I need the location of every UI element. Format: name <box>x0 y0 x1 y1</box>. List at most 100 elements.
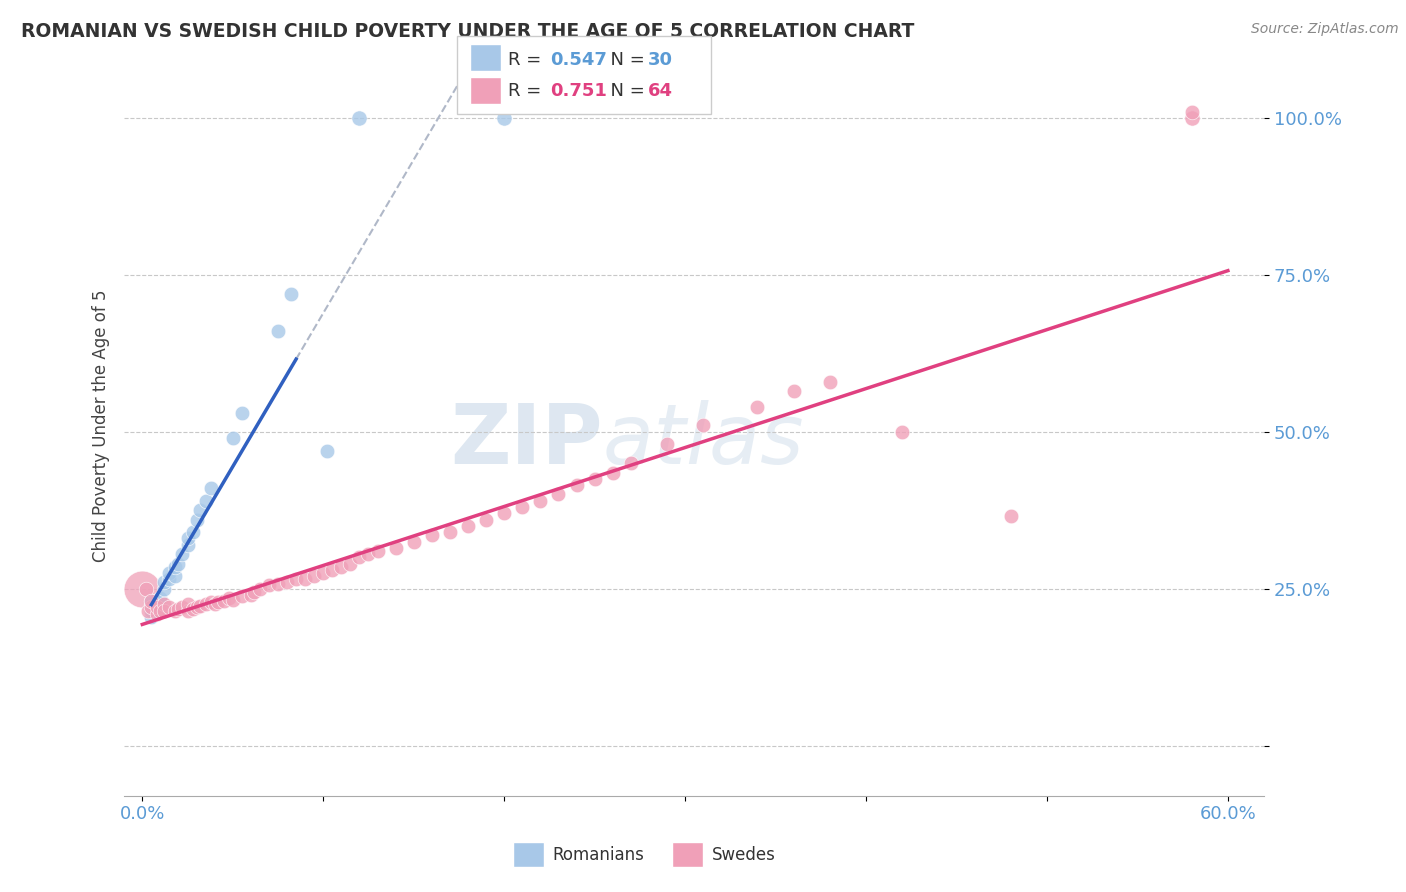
Point <box>349 550 371 565</box>
Point <box>231 406 253 420</box>
Point <box>475 513 498 527</box>
Point <box>747 400 769 414</box>
Point <box>153 582 176 596</box>
Point <box>280 286 302 301</box>
Point <box>163 604 186 618</box>
Point <box>285 572 308 586</box>
Text: R =: R = <box>508 82 547 100</box>
Point <box>782 384 804 398</box>
Point <box>222 431 245 445</box>
Text: Romanians: Romanians <box>553 846 644 863</box>
Point <box>384 541 406 555</box>
Point <box>141 600 163 615</box>
Point <box>339 557 361 571</box>
Point <box>149 604 172 618</box>
Point <box>146 597 169 611</box>
Point <box>818 375 841 389</box>
Point <box>163 559 186 574</box>
Point <box>239 588 262 602</box>
Point <box>141 604 163 618</box>
Point <box>186 513 208 527</box>
Point <box>402 534 425 549</box>
Point <box>1000 509 1022 524</box>
Point <box>176 538 198 552</box>
Text: Swedes: Swedes <box>711 846 775 863</box>
Text: N =: N = <box>599 51 651 69</box>
Point <box>204 597 226 611</box>
Point <box>529 493 551 508</box>
Point <box>188 503 211 517</box>
Point <box>141 610 163 624</box>
Point <box>330 559 353 574</box>
Point <box>207 595 229 609</box>
Point <box>135 582 157 596</box>
Point <box>565 478 588 492</box>
Point <box>349 111 371 125</box>
Point <box>153 597 176 611</box>
Point <box>218 591 240 605</box>
Point <box>321 563 343 577</box>
Point <box>510 500 533 514</box>
Point <box>655 437 678 451</box>
Point <box>141 597 163 611</box>
Point <box>159 600 181 615</box>
Point <box>136 604 159 618</box>
Point <box>181 525 204 540</box>
Point <box>302 569 325 583</box>
Point <box>249 582 271 596</box>
Point <box>163 569 186 583</box>
Point <box>176 597 198 611</box>
Point <box>602 466 624 480</box>
Point <box>200 595 222 609</box>
Point <box>159 566 181 580</box>
Point <box>267 576 290 591</box>
Point <box>146 604 169 618</box>
Point <box>312 566 335 580</box>
Point <box>891 425 914 439</box>
Point <box>1181 111 1204 125</box>
Point <box>267 324 290 338</box>
Point <box>172 600 194 615</box>
Point <box>692 418 714 433</box>
Y-axis label: Child Poverty Under the Age of 5: Child Poverty Under the Age of 5 <box>93 289 110 562</box>
Point <box>141 594 163 608</box>
Point <box>494 111 516 125</box>
Point <box>146 607 169 621</box>
Point <box>181 601 204 615</box>
Point <box>222 593 245 607</box>
Text: atlas: atlas <box>603 400 804 481</box>
Point <box>1181 104 1204 119</box>
Text: N =: N = <box>599 82 651 100</box>
Point <box>212 594 235 608</box>
Point <box>420 528 443 542</box>
Point <box>141 594 163 608</box>
Point <box>257 578 280 592</box>
Point <box>149 600 172 615</box>
Point <box>159 572 181 586</box>
Point <box>194 493 217 508</box>
Point <box>167 601 190 615</box>
Point <box>186 600 208 615</box>
Text: ROMANIAN VS SWEDISH CHILD POVERTY UNDER THE AGE OF 5 CORRELATION CHART: ROMANIAN VS SWEDISH CHILD POVERTY UNDER … <box>21 22 914 41</box>
Point <box>176 604 198 618</box>
Point <box>188 599 211 614</box>
Text: Source: ZipAtlas.com: Source: ZipAtlas.com <box>1251 22 1399 37</box>
Point <box>153 575 176 590</box>
Point <box>141 600 163 615</box>
Point <box>367 544 389 558</box>
Text: 0.547: 0.547 <box>550 51 606 69</box>
Point <box>547 487 569 501</box>
Point <box>200 481 222 495</box>
Point <box>153 604 176 618</box>
Point <box>294 572 316 586</box>
Point <box>149 591 172 605</box>
Point <box>146 600 169 615</box>
Point <box>149 594 172 608</box>
Point <box>276 575 298 590</box>
Point <box>439 525 461 540</box>
Point <box>457 519 479 533</box>
Point <box>583 472 606 486</box>
Text: 0.751: 0.751 <box>550 82 606 100</box>
Point <box>357 547 380 561</box>
Point <box>172 547 194 561</box>
